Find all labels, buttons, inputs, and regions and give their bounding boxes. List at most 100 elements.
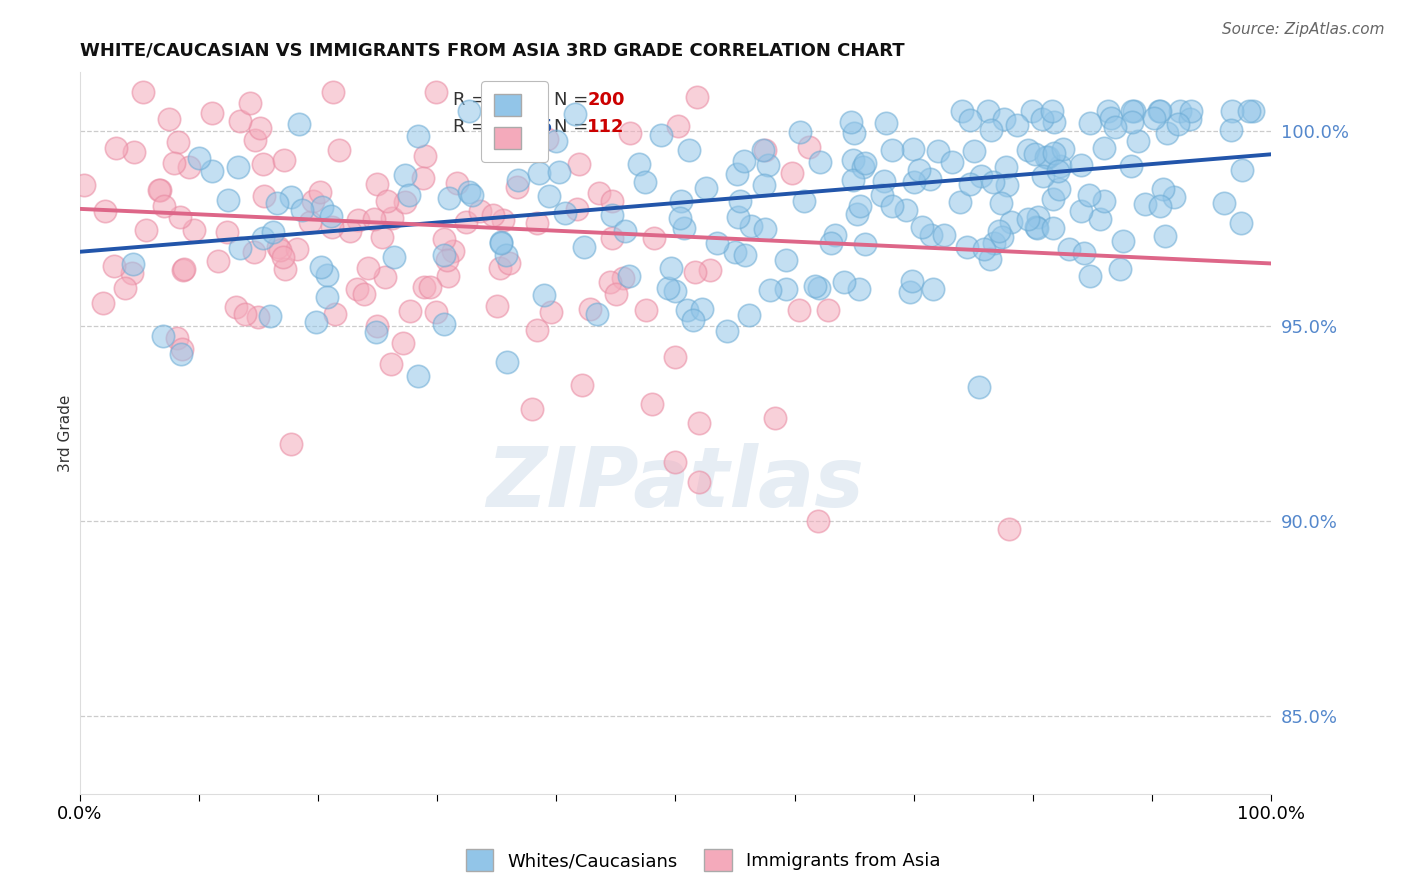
Point <box>579 301 602 316</box>
Point <box>537 188 560 202</box>
Point <box>740 219 762 233</box>
Point <box>163 156 186 170</box>
Point <box>1092 141 1115 155</box>
Point <box>959 178 981 192</box>
Point <box>1104 120 1126 135</box>
Point <box>605 287 627 301</box>
Point <box>1017 143 1039 157</box>
Point <box>1166 117 1188 131</box>
Point <box>1036 150 1059 164</box>
Point <box>122 145 145 159</box>
Point <box>540 305 562 319</box>
Point <box>267 239 290 253</box>
Text: 112: 112 <box>588 119 624 136</box>
Point <box>280 436 302 450</box>
Point <box>852 160 875 174</box>
Point <box>1021 104 1043 119</box>
Point <box>243 133 266 147</box>
Point <box>634 176 657 190</box>
Point <box>321 209 343 223</box>
Point <box>1070 158 1092 172</box>
Point <box>285 243 308 257</box>
Point <box>1147 104 1170 119</box>
Point <box>901 273 924 287</box>
Point <box>950 104 973 119</box>
Point <box>492 212 515 227</box>
Point <box>311 200 333 214</box>
Point <box>201 164 224 178</box>
Point <box>291 202 314 217</box>
Point <box>506 173 529 187</box>
Point <box>544 134 567 148</box>
Point <box>425 305 447 319</box>
Point <box>979 123 1001 137</box>
Point <box>321 220 343 235</box>
Point <box>536 132 558 146</box>
Point <box>495 355 517 369</box>
Point <box>808 155 831 169</box>
Point <box>489 235 512 249</box>
Point <box>1042 192 1064 206</box>
Point <box>1073 246 1095 260</box>
Point <box>328 143 350 157</box>
Point <box>1152 182 1174 196</box>
Point <box>981 175 1004 189</box>
Point <box>807 514 830 528</box>
Point <box>1049 159 1071 173</box>
Point <box>849 199 872 213</box>
Point <box>789 125 811 139</box>
Point <box>233 307 256 321</box>
Point <box>754 178 776 192</box>
Point <box>1080 269 1102 284</box>
Point <box>454 215 477 229</box>
Point <box>225 301 247 315</box>
Point <box>842 173 865 187</box>
Point <box>1092 194 1115 209</box>
Point <box>201 105 224 120</box>
Point <box>870 187 893 202</box>
Point <box>413 279 436 293</box>
Point <box>1078 116 1101 130</box>
Point <box>436 252 458 267</box>
Point <box>932 227 955 242</box>
Point <box>179 160 201 174</box>
Point <box>262 225 284 239</box>
Point <box>775 253 797 268</box>
Point <box>217 193 239 207</box>
Point <box>381 211 404 226</box>
Point <box>375 194 398 208</box>
Point <box>94 204 117 219</box>
Point <box>780 166 803 180</box>
Point <box>441 244 464 258</box>
Point <box>533 288 555 302</box>
Point <box>941 154 963 169</box>
Point <box>666 120 689 134</box>
Point <box>1239 104 1261 119</box>
Point <box>1180 104 1202 119</box>
Point <box>759 283 782 297</box>
Point <box>506 179 529 194</box>
Text: Source: ZipAtlas.com: Source: ZipAtlas.com <box>1222 22 1385 37</box>
Point <box>353 287 375 301</box>
Point <box>166 135 188 149</box>
Point <box>437 191 460 205</box>
Point <box>91 295 114 310</box>
Point <box>994 160 1017 174</box>
Point <box>669 194 692 208</box>
Point <box>901 142 924 156</box>
Text: 0.744: 0.744 <box>488 91 546 109</box>
Point <box>489 260 512 275</box>
Legend: Whites/Caucasians, Immigrants from Asia: Whites/Caucasians, Immigrants from Asia <box>458 842 948 879</box>
Point <box>239 96 262 111</box>
Point <box>226 161 249 175</box>
Point <box>217 225 239 239</box>
Point <box>1112 235 1135 249</box>
Point <box>249 121 271 136</box>
Point <box>526 323 548 337</box>
Point <box>547 165 569 179</box>
Point <box>461 188 484 202</box>
Point <box>1241 104 1264 119</box>
Point <box>1047 164 1070 178</box>
Point <box>323 307 346 321</box>
Point <box>686 90 709 104</box>
